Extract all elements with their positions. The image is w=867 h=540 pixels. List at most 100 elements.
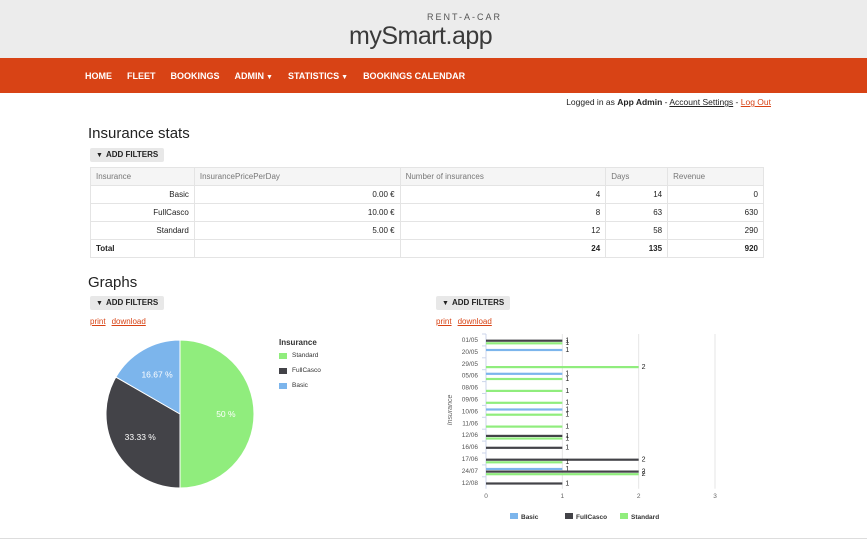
bar-fullcasco[interactable] <box>486 470 639 473</box>
filter-label: ADD FILTERS <box>105 298 159 307</box>
nav-item-statistics[interactable]: STATISTICS ▼ <box>288 71 348 81</box>
bar-basic[interactable] <box>486 348 563 352</box>
bar-standard[interactable] <box>486 461 563 464</box>
table-cell: 12 <box>399 221 607 240</box>
bar-data-label: 2 <box>642 457 646 464</box>
bar-standard[interactable] <box>486 401 563 404</box>
bar-data-label: 1 <box>565 433 569 440</box>
pie-slice-basic[interactable] <box>115 339 181 415</box>
y-tick-label: 09/06 <box>462 396 479 403</box>
pie-slice-standard[interactable] <box>179 339 255 489</box>
bar-export-links: print download <box>436 317 498 326</box>
table-cell: 8 <box>399 203 607 222</box>
nav-item-label: BOOKINGS CALENDAR <box>363 70 466 81</box>
bar-standard[interactable] <box>486 425 563 428</box>
bar-standard[interactable] <box>486 413 563 416</box>
login-bar: Logged in as App Admin - Account Setting… <box>566 97 771 107</box>
nav-item-bookings-calendar[interactable]: BOOKINGS CALENDAR <box>363 71 465 81</box>
bar-data-label: 1 <box>565 388 569 395</box>
pie-slice-fullcasco[interactable] <box>105 376 181 489</box>
nav-item-fleet[interactable]: FLEET <box>127 71 156 81</box>
pie-download-link[interactable]: download <box>111 317 146 326</box>
table-cell: 63 <box>605 203 669 222</box>
bar-legend-swatch[interactable] <box>565 513 573 519</box>
table-cell: 58 <box>605 221 669 240</box>
bar-legend-label[interactable]: Standard <box>631 514 659 521</box>
pie-data-label: 33.33 % <box>125 432 157 442</box>
bar-basic[interactable] <box>486 372 563 375</box>
column-header[interactable]: Days <box>605 167 669 186</box>
y-tick-label: 29/05 <box>462 361 479 368</box>
y-tick-label: 11/06 <box>462 420 478 427</box>
legend-swatch <box>279 352 287 359</box>
bar-data-label: 1 <box>565 406 569 413</box>
bar-print-link[interactable]: print <box>436 317 452 326</box>
bar-data-label: 1 <box>565 400 569 407</box>
graphs-title: Graphs <box>88 274 138 291</box>
y-tick-label: 05/06 <box>462 373 479 380</box>
y-tick-label: 08/06 <box>462 385 479 392</box>
bar-standard[interactable] <box>486 389 563 392</box>
bar-fullcasco[interactable] <box>486 434 563 437</box>
table-cell: 4 <box>399 185 607 204</box>
bar-fullcasco[interactable] <box>486 458 639 461</box>
bar-add-filters-button[interactable]: ▼ ADD FILTERS <box>436 296 511 310</box>
legend-label: FullCasco <box>292 367 321 374</box>
nav-item-admin[interactable]: ADMIN ▼ <box>235 71 273 81</box>
bar-legend-swatch[interactable] <box>620 513 628 519</box>
logo-tagline: RENT-A-CAR <box>427 12 503 22</box>
pie-print-link[interactable]: print <box>90 317 106 326</box>
legend-swatch <box>279 367 287 374</box>
login-user: App Admin <box>617 97 663 107</box>
bar-standard[interactable] <box>486 473 639 476</box>
bar-standard[interactable] <box>486 342 563 345</box>
bar-legend-swatch[interactable] <box>510 513 518 519</box>
y-tick-label: 01/05 <box>462 337 479 344</box>
logout-link[interactable]: Log Out <box>740 97 771 107</box>
bar-data-label: 2 <box>642 469 646 476</box>
account-settings-link[interactable]: Account Settings <box>669 97 734 107</box>
table-cell: 14 <box>605 185 669 204</box>
table-header-row: Insurance InsurancePricePerDay Number of i… <box>90 167 764 186</box>
pie-legend-item[interactable]: Standard <box>279 352 318 359</box>
bar-legend-label[interactable]: Basic <box>521 514 539 521</box>
bar-fullcasco[interactable] <box>486 482 563 485</box>
y-tick-label: 12/06 <box>462 432 479 439</box>
bar-data-label: 1 <box>565 480 569 487</box>
bar-data-label: 1 <box>565 466 569 473</box>
pie-export-links: print download <box>90 317 152 326</box>
bar-download-link[interactable]: download <box>457 317 492 326</box>
bar-basic[interactable] <box>486 408 563 411</box>
column-header[interactable]: Number of insurances <box>399 167 607 186</box>
logo[interactable]: RENT-A-CAR mySmart.app <box>349 10 509 50</box>
bar-fullcasco[interactable] <box>486 339 563 342</box>
nav-item-bookings[interactable]: BOOKINGS <box>171 71 220 81</box>
bar-basic[interactable] <box>486 467 563 471</box>
column-header[interactable]: Insurance <box>90 167 195 186</box>
x-tick-label: 2 <box>637 493 641 500</box>
column-header[interactable]: InsurancePricePerDay <box>193 167 401 186</box>
nav-item-label: FLEET <box>127 70 156 81</box>
filter-icon: ▼ <box>96 300 103 307</box>
bar-data-label: 1 <box>565 347 569 354</box>
table-row: Basic 0.00 €4 14 0 <box>90 185 764 204</box>
bar-standard[interactable] <box>486 366 639 369</box>
pie-legend-item[interactable]: Basic <box>279 382 308 389</box>
stats-table: Insurance InsurancePricePerDay Number of i… <box>90 167 764 258</box>
y-tick-label: 10/06 <box>462 408 479 415</box>
logo-text: mySmart.app <box>349 22 493 50</box>
stats-add-filters-button[interactable]: ▼ ADD FILTERS <box>90 148 165 162</box>
bar-legend-label[interactable]: FullCasco <box>576 514 607 521</box>
x-tick-label: 3 <box>713 493 717 500</box>
pie-legend-item[interactable]: FullCasco <box>279 367 321 374</box>
pie-add-filters-button[interactable]: ▼ ADD FILTERS <box>90 296 165 310</box>
bar-standard[interactable] <box>486 377 563 381</box>
caret-down-icon: ▼ <box>341 73 349 81</box>
table-row: FullCasco 10.00 €8 63 630 <box>90 203 764 222</box>
column-header[interactable]: Revenue <box>667 167 764 186</box>
total-cell: 920 <box>667 239 764 258</box>
nav-item-home[interactable]: HOME <box>85 71 112 81</box>
bar-data-label: 1 <box>565 459 569 466</box>
bar-standard[interactable] <box>486 437 563 440</box>
bar-fullcasco[interactable] <box>486 446 563 449</box>
